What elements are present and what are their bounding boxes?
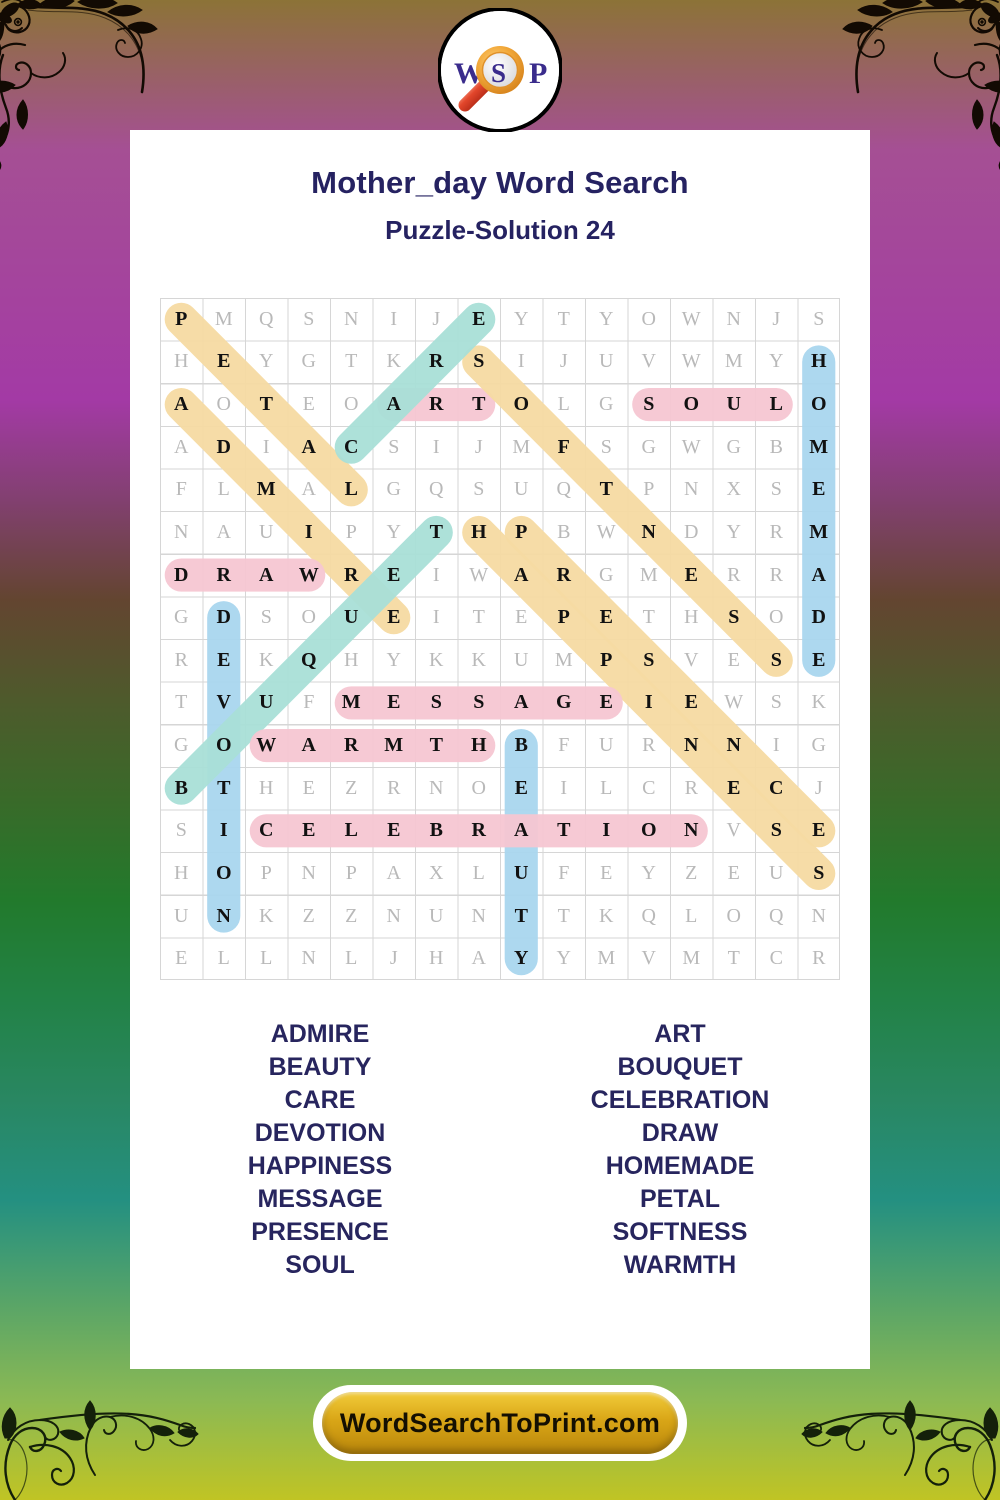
svg-text:S: S — [491, 58, 506, 88]
svg-text:P: P — [529, 57, 547, 90]
